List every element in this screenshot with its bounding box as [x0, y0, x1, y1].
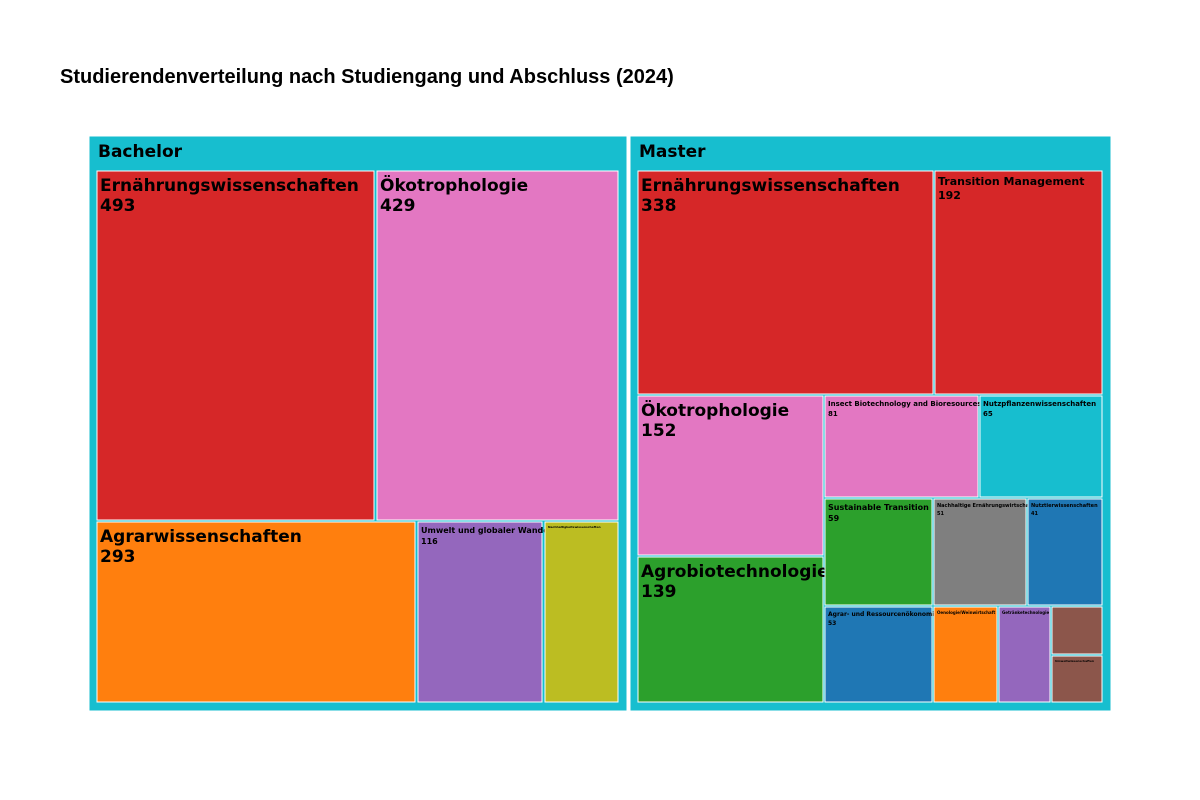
tile-value-master-sustainable-transition: 59 — [828, 514, 840, 523]
tile-label-master-oenologie-weinwirtschaft: Oenologie/Weinwirtschaft — [937, 610, 995, 615]
tile-label-bachelor-umwelt-und-globaler-wandel: Umwelt und globaler Wandel — [421, 526, 552, 535]
tile-master-oenologie-weinwirtschaft[interactable] — [933, 606, 998, 703]
tile-value-master-agrar-und-ressourcenoekonomie: 53 — [828, 620, 836, 627]
tile-label-master-agrar-und-ressourcenoekonomie: Agrar- und Ressourcenökonomie — [828, 611, 938, 618]
tile-label-bachelor-oekotrophologie: Ökotrophologie — [380, 174, 528, 196]
tile-master-nutzpflanzenwissenschaften[interactable] — [979, 395, 1103, 498]
tile-value-bachelor-oekotrophologie: 429 — [380, 196, 416, 216]
tile-label-master-umweltwissenschaften: Umweltwissenschaften — [1055, 659, 1094, 663]
chart-title: Studierendenverteilung nach Studiengang … — [60, 66, 674, 88]
tile-master-transition-management[interactable] — [934, 170, 1103, 395]
group-bachelor-label: Bachelor — [98, 142, 183, 162]
tile-master-sustainable-transition[interactable] — [824, 498, 933, 606]
tile-bachelor-nachhaltigkeitswissenschaften[interactable] — [544, 521, 619, 703]
tile-value-bachelor-umwelt-und-globaler-wandel: 116 — [421, 537, 438, 546]
tile-master-nutztierwissenschaften[interactable] — [1027, 498, 1103, 606]
tile-label-bachelor-agrarwissenschaften: Agrarwissenschaften — [100, 527, 302, 547]
tile-label-master-transition-management: Transition Management — [938, 175, 1085, 188]
tile-label-bachelor-ernaehrungswissenschaften: Ernährungswissenschaften — [100, 176, 359, 196]
tile-master-oekotrophologie[interactable] — [637, 395, 824, 556]
tile-label-master-nutzpflanzenwissenschaften: Nutzpflanzenwissenschaften — [983, 400, 1096, 408]
tile-value-master-ernaehrungswissenschaften: 338 — [641, 196, 677, 216]
tile-master-item[interactable] — [1051, 606, 1103, 655]
tile-value-master-nachhaltige-ernaehrungswirtschaft: 51 — [937, 511, 944, 517]
tile-label-bachelor-nachhaltigkeitswissenschaften: Nachhaltigkeitswissenschaften — [548, 525, 601, 529]
tile-master-ernaehrungswissenschaften[interactable] — [637, 170, 934, 395]
tile-value-master-nutzpflanzenwissenschaften: 65 — [983, 410, 993, 418]
tile-master-getraenketechnologie[interactable] — [998, 606, 1051, 703]
tile-value-master-agrobiotechnologie: 139 — [641, 582, 677, 602]
tile-bachelor-ernaehrungswissenschaften[interactable] — [96, 170, 375, 521]
tile-master-insect-biotechnology-and-bioresources[interactable] — [824, 395, 979, 498]
tile-master-agrobiotechnologie[interactable] — [637, 556, 824, 703]
tile-label-master-oekotrophologie: Ökotrophologie — [641, 399, 789, 421]
tile-label-master-insect-biotechnology-and-bioresources: Insect Biotechnology and Bioresources — [828, 400, 982, 408]
tile-value-bachelor-agrarwissenschaften: 293 — [100, 547, 136, 567]
tile-label-master-nachhaltige-ernaehrungswirtschaft: Nachhaltige Ernährungswirtschaft — [937, 503, 1034, 509]
tile-master-umweltwissenschaften[interactable] — [1051, 655, 1103, 703]
tile-value-master-nutztierwissenschaften: 41 — [1031, 511, 1038, 517]
tile-label-master-ernaehrungswissenschaften: Ernährungswissenschaften — [641, 176, 900, 196]
tile-bachelor-oekotrophologie[interactable] — [376, 170, 619, 521]
group-master-label: Master — [639, 142, 706, 162]
tile-bachelor-umwelt-und-globaler-wandel[interactable] — [417, 521, 543, 703]
tile-value-master-transition-management: 192 — [938, 189, 961, 202]
tile-value-master-insect-biotechnology-and-bioresources: 81 — [828, 410, 838, 418]
tile-label-master-getraenketechnologie: Getränketechnologie — [1002, 610, 1049, 615]
tile-label-master-nutztierwissenschaften: Nutztierwissenschaften — [1031, 503, 1098, 509]
tile-master-agrar-und-ressourcenoekonomie[interactable] — [824, 606, 933, 703]
tile-label-master-sustainable-transition: Sustainable Transition — [828, 503, 929, 512]
tile-value-bachelor-ernaehrungswissenschaften: 493 — [100, 196, 136, 216]
tile-master-nachhaltige-ernaehrungswirtschaft[interactable] — [933, 498, 1027, 606]
tile-value-master-oekotrophologie: 152 — [641, 421, 677, 441]
tile-bachelor-agrarwissenschaften[interactable] — [96, 521, 416, 703]
tile-label-master-agrobiotechnologie: Agrobiotechnologie — [641, 562, 829, 582]
